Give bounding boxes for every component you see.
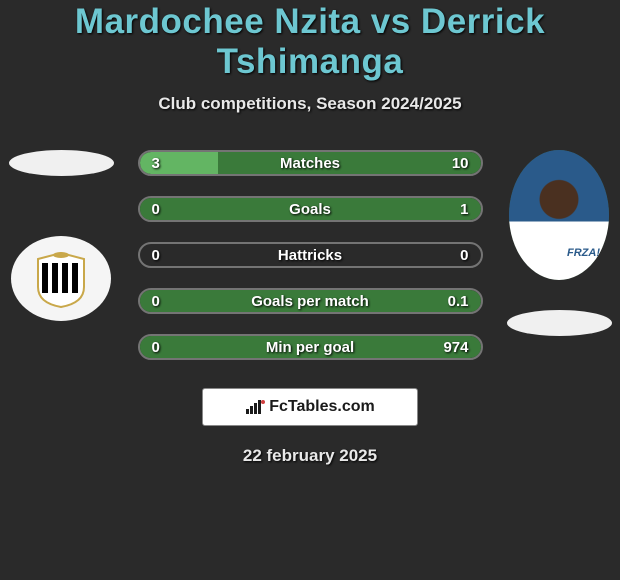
- jersey-sponsor-text: FRZA!: [564, 246, 603, 260]
- stats-bars: 3Matches100Goals10Hattricks00Goals per m…: [138, 150, 483, 360]
- brand-text: FcTables.com: [269, 398, 375, 416]
- stat-bar: 3 Matches 10: [138, 150, 483, 176]
- stat-left-value: 0: [152, 201, 160, 218]
- stat-right-value: 0.1: [448, 293, 469, 310]
- stat-bar: 0 Hattricks 0: [138, 242, 483, 268]
- stat-bar-fill-right: [218, 152, 481, 174]
- stat-left-value: 3: [152, 155, 160, 172]
- brand-badge[interactable]: FcTables.com: [202, 388, 418, 426]
- player-right-column: FRZA!: [504, 150, 614, 336]
- player-right-club-placeholder: [507, 310, 612, 336]
- stat-left-value: 0: [152, 339, 160, 356]
- club-shield-icon: [34, 249, 88, 309]
- player-left-column: [6, 150, 116, 321]
- stat-label: Hattricks: [278, 247, 342, 264]
- stat-right-value: 1: [460, 201, 468, 218]
- stat-bar: 0 Goals per match 0.1: [138, 288, 483, 314]
- player-left-photo-placeholder: [9, 150, 114, 176]
- comparison-widget: Mardochee Nzita vs Derrick Tshimanga Clu…: [0, 0, 620, 466]
- stat-bar: 0 Min per goal 974: [138, 334, 483, 360]
- stat-label: Goals: [289, 201, 331, 218]
- player-left-club-badge: [11, 236, 111, 321]
- date-text: 22 february 2025: [0, 446, 620, 466]
- stat-left-value: 0: [152, 293, 160, 310]
- stat-label: Matches: [280, 155, 340, 172]
- player-right-photo: FRZA!: [509, 150, 609, 280]
- brand-chart-icon: [245, 400, 265, 414]
- stat-bar: 0 Goals 1: [138, 196, 483, 222]
- stat-left-value: 0: [152, 247, 160, 264]
- stat-right-value: 0: [460, 247, 468, 264]
- stat-label: Goals per match: [251, 293, 369, 310]
- page-title: Mardochee Nzita vs Derrick Tshimanga: [0, 2, 620, 82]
- subtitle: Club competitions, Season 2024/2025: [0, 94, 620, 114]
- stat-right-value: 974: [443, 339, 468, 356]
- stat-label: Min per goal: [266, 339, 354, 356]
- stat-right-value: 10: [452, 155, 469, 172]
- main-area: FRZA! 3Matches100Goals10Hattricks00Goals…: [0, 150, 620, 466]
